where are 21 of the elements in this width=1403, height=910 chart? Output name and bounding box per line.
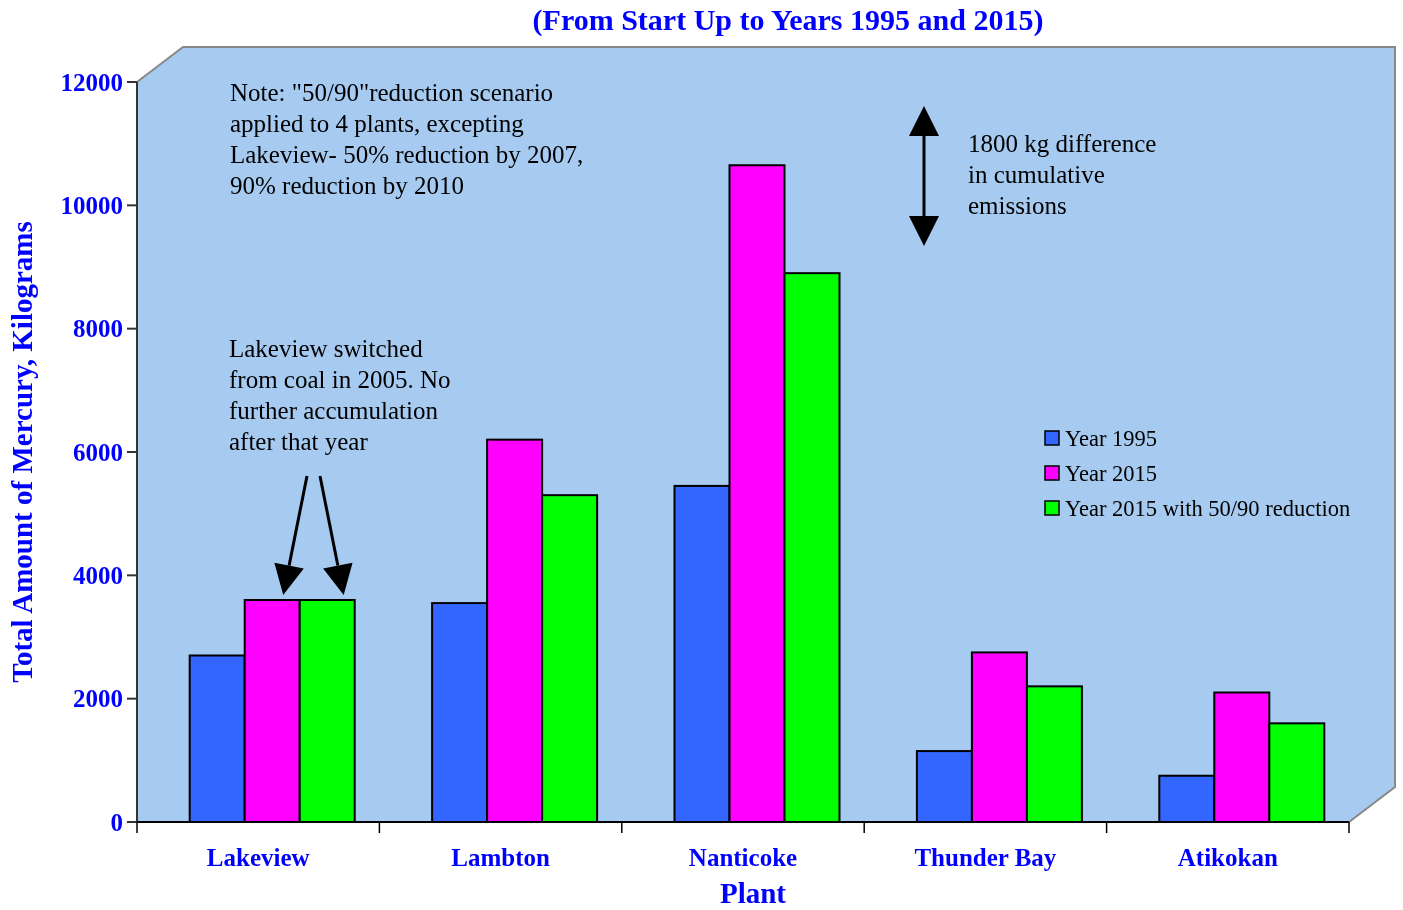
- y-tick-label: 6000: [73, 438, 123, 466]
- x-tick-label: Atikokan: [1177, 843, 1278, 871]
- x-tick-label: Nanticoke: [688, 843, 798, 871]
- legend-label: Year 2015: [1065, 460, 1158, 486]
- annotation: Note: "50/90"reduction scenario applied to 4 plants, excepting Lakeview- 50% reduction by 2007, 90% reduction by 2010: [230, 78, 584, 199]
- annotation: 1800 kg difference in cumulative emissions: [968, 129, 1157, 219]
- y-tick-label: 10000: [60, 192, 123, 220]
- y-tick-label: 12000: [60, 68, 123, 96]
- y-tick-label: 4000: [73, 562, 123, 590]
- annotation: Lakeview switched from coal in 2005. No further accumulation after that year: [229, 334, 451, 455]
- legend-label: Year 2015 with 50/90 reduction: [1065, 495, 1351, 521]
- y-tick-label: 8000: [73, 315, 123, 343]
- x-tick-label: Thunder Bay: [914, 843, 1057, 871]
- x-tick-label: Lakeview: [206, 843, 310, 871]
- legend-label: Year 1995: [1065, 425, 1158, 451]
- chart-title: (From Start Up to Years 1995 and 2015): [532, 3, 1044, 37]
- y-tick-label: 2000: [73, 685, 123, 713]
- x-axis-title: Plant: [719, 877, 787, 910]
- y-axis-title: Total Amount of Mercury, Kilograms: [6, 221, 38, 683]
- x-tick-label: Lambton: [451, 843, 551, 871]
- y-tick-label: 0: [110, 808, 123, 836]
